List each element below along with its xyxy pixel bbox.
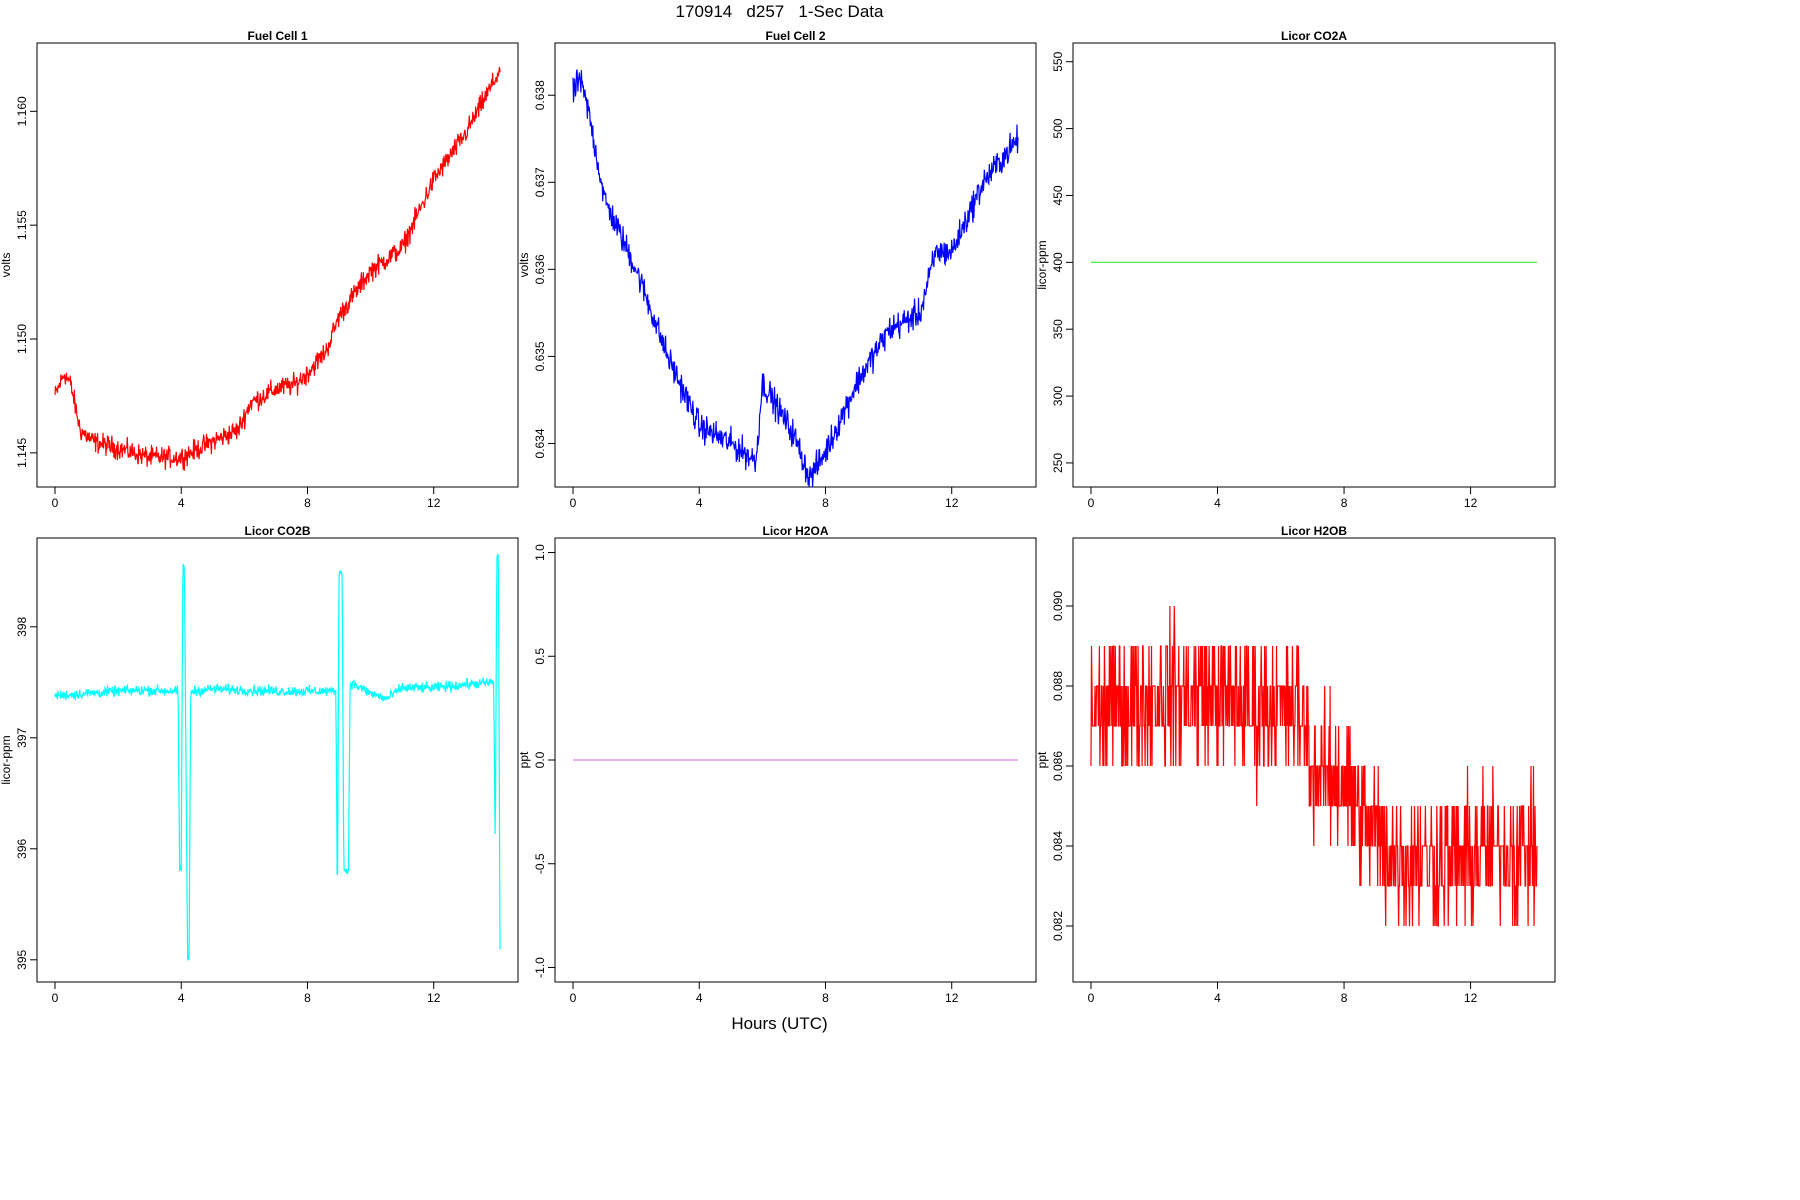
y-tick-label: 250 (1051, 453, 1065, 473)
y-tick-label: 0.088 (1051, 671, 1065, 701)
y-tick-label: 300 (1051, 386, 1065, 406)
y-tick-label: 396 (15, 838, 29, 858)
series-line (54, 67, 501, 471)
chart-panel: Licor H2OA ppt 0 4 8 12 -1.0 -0.5 0.0 0.5 1.0 (517, 524, 1037, 1005)
y-tick-label: 0.090 (1051, 591, 1065, 621)
y-axis-label: ppt (517, 751, 531, 768)
y-tick-label: -0.5 (533, 853, 547, 874)
plot-frame (554, 42, 1037, 488)
x-tick-label: 0 (570, 991, 577, 1005)
chart-panel: Licor CO2A licor-ppm 0 4 8 12 250 300 350 400 450 5… (1035, 29, 1556, 510)
y-tick-label: 0.634 (533, 428, 547, 458)
x-tick-label: 8 (304, 991, 311, 1005)
plot-frame (1072, 537, 1556, 983)
panel-title: Fuel Cell 1 (247, 29, 307, 43)
y-axis-label: volts (0, 253, 13, 278)
y-tick-label: 500 (1051, 118, 1065, 138)
y-tick-label: 0.086 (1051, 751, 1065, 781)
panel-title: Licor H2OB (1281, 524, 1347, 538)
chart-panel: Licor H2OB ppt 0 4 8 12 0.082 0.084 0.086 0.088 0.… (1035, 524, 1556, 1005)
x-tick-label: 8 (1341, 991, 1348, 1005)
series-line (572, 69, 1019, 488)
series-line (1090, 605, 1538, 927)
y-tick-label: 350 (1051, 319, 1065, 339)
y-tick-label: 1.145 (15, 438, 29, 468)
x-tick-label: 12 (945, 991, 959, 1005)
y-tick-label: 0.084 (1051, 831, 1065, 861)
y-tick-label: 400 (1051, 252, 1065, 272)
y-tick-label: 0.5 (533, 648, 547, 665)
y-tick-label: 0.637 (533, 167, 547, 197)
x-tick-label: 8 (304, 496, 311, 510)
x-tick-label: 0 (570, 496, 577, 510)
panel-title: Licor CO2B (244, 524, 310, 538)
chart-panel: Fuel Cell 2 volts 0 4 8 12 0.634 0.635 0.636 0.63… (517, 29, 1037, 510)
x-tick-label: 4 (178, 496, 185, 510)
y-axis-label: volts (517, 253, 531, 278)
y-tick-label: 397 (15, 727, 29, 747)
y-tick-label: 0.082 (1051, 911, 1065, 941)
page-title: 170914 d257 1-Sec Data (675, 2, 884, 21)
y-tick-label: 450 (1051, 185, 1065, 205)
y-tick-label: 0.636 (533, 254, 547, 284)
panel-title: Licor CO2A (1281, 29, 1347, 43)
y-tick-label: 395 (15, 949, 29, 969)
x-tick-label: 12 (1464, 991, 1478, 1005)
x-tick-label: 8 (1341, 496, 1348, 510)
x-tick-label: 0 (52, 991, 59, 1005)
y-tick-label: 1.0 (533, 544, 547, 561)
x-tick-label: 4 (1214, 991, 1221, 1005)
chart-panel: Licor CO2B licor-ppm 0 4 8 12 395 396 397 398 (0, 524, 519, 1005)
series-line (54, 553, 501, 962)
x-tick-label: 12 (427, 496, 441, 510)
y-tick-label: 1.160 (15, 96, 29, 126)
panel-title: Licor H2OA (762, 524, 828, 538)
x-tick-label: 12 (427, 991, 441, 1005)
y-tick-label: 550 (1051, 51, 1065, 71)
y-axis-label: ppt (1035, 751, 1049, 768)
y-tick-label: 398 (15, 616, 29, 636)
y-tick-label: 1.150 (15, 324, 29, 354)
y-tick-label: 0.638 (533, 80, 547, 110)
x-tick-label: 4 (696, 496, 703, 510)
plot-frame (36, 42, 519, 488)
x-tick-label: 8 (822, 496, 829, 510)
x-axis-title: Hours (UTC) (731, 1014, 828, 1033)
y-tick-label: 1.155 (15, 210, 29, 240)
x-tick-label: 12 (1464, 496, 1478, 510)
y-tick-label: 0.0 (533, 751, 547, 768)
plot-frame (36, 537, 519, 983)
x-tick-label: 4 (1214, 496, 1221, 510)
x-tick-label: 0 (1088, 496, 1095, 510)
x-tick-label: 0 (52, 496, 59, 510)
chart-panel: Fuel Cell 1 volts 0 4 8 12 1.145 1.150 1.155 1.16… (0, 29, 519, 510)
x-tick-label: 12 (945, 496, 959, 510)
panel-title: Fuel Cell 2 (765, 29, 825, 43)
x-tick-label: 4 (696, 991, 703, 1005)
x-tick-label: 0 (1088, 991, 1095, 1005)
y-tick-label: 0.635 (533, 341, 547, 371)
x-tick-label: 8 (822, 991, 829, 1005)
y-tick-label: -1.0 (533, 957, 547, 978)
x-tick-label: 4 (178, 991, 185, 1005)
y-axis-label: licor-ppm (1035, 240, 1049, 289)
y-axis-label: licor-ppm (0, 735, 13, 784)
plot-frame (1072, 42, 1556, 488)
